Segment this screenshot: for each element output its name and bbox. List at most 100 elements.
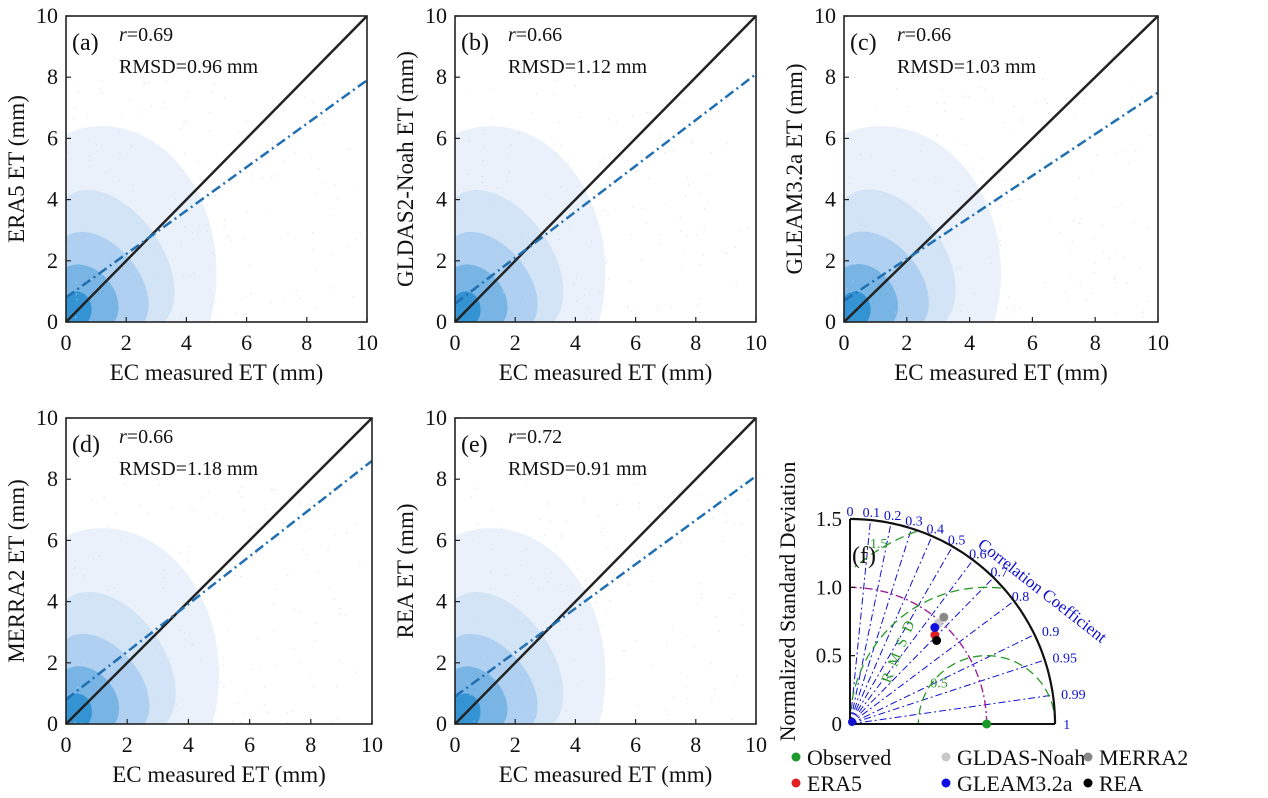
scatter-point <box>567 628 569 630</box>
scatter-point <box>1004 178 1006 180</box>
scatter-point <box>245 120 247 123</box>
scatter-point <box>334 184 336 186</box>
scatter-point <box>1092 271 1095 274</box>
scatter-point <box>483 129 485 131</box>
r-annotation: r=0.69 <box>119 24 173 46</box>
scatter-point <box>244 561 246 564</box>
scatter-point <box>734 246 737 249</box>
scatter-point <box>481 181 484 183</box>
scatter-point <box>649 580 652 583</box>
scatter-point <box>90 278 93 281</box>
scatter-point <box>613 156 616 158</box>
scatter-point <box>314 622 317 624</box>
scatter-point <box>684 194 686 197</box>
scatter-point <box>561 590 563 593</box>
correlation-tick-label: 0.3 <box>905 515 923 530</box>
scatter-point <box>615 120 617 123</box>
scatter-point <box>604 304 606 307</box>
scatter-point <box>1090 85 1093 88</box>
scatter-point <box>1114 275 1116 278</box>
scatter-point <box>594 601 597 604</box>
r-annotation: r=0.66 <box>119 426 173 448</box>
scatter-point <box>259 665 262 668</box>
scatter-point <box>1114 153 1116 155</box>
scatter-point <box>560 145 563 147</box>
scatter-point <box>158 484 160 486</box>
scatter-point <box>271 176 273 179</box>
scatter-point <box>490 88 492 91</box>
scatter-point <box>240 486 243 489</box>
scatter-point <box>549 198 551 200</box>
scatter-point <box>297 521 300 523</box>
scatter-point <box>523 717 526 719</box>
scatter-point <box>183 122 185 124</box>
scatter-point <box>694 123 696 125</box>
scatter-point <box>345 614 348 616</box>
scatter-point <box>230 239 232 241</box>
x-tick-label: 2 <box>901 330 912 355</box>
scatter-point <box>536 671 539 673</box>
x-axis-label: EC measured ET (mm) <box>894 360 1108 385</box>
scatter-point <box>1101 224 1104 226</box>
correlation-tick-label: 0.4 <box>927 523 945 538</box>
y-tick-label: 4 <box>825 187 836 212</box>
scatter-point <box>272 107 275 109</box>
x-tick-label: 10 <box>361 732 383 757</box>
scatter-point <box>487 624 489 626</box>
y-tick-label: 8 <box>47 64 58 89</box>
scatter-point <box>222 657 224 660</box>
scatter-point <box>78 598 80 601</box>
scatter-point <box>348 148 350 150</box>
scatter-point <box>130 145 132 148</box>
scatter-point <box>1148 300 1150 303</box>
scatter-point <box>157 702 159 704</box>
rmsd-axis-label: R M S D <box>879 617 919 686</box>
fit-line <box>843 91 1159 302</box>
scatter-point <box>1125 149 1128 151</box>
scatter-point <box>581 680 584 682</box>
scatter-point <box>1012 311 1015 313</box>
scatter-point <box>954 138 956 141</box>
scatter-point <box>726 521 728 523</box>
correlation-tick-label: 1 <box>1063 718 1070 733</box>
scatter-point <box>1034 101 1037 103</box>
scatter-point <box>162 586 164 589</box>
scatter-point <box>525 548 527 550</box>
scatter-point <box>1000 193 1002 195</box>
plot-frame <box>843 15 1159 323</box>
scatter-point <box>1135 150 1137 152</box>
scatter-point <box>630 563 632 566</box>
x-tick-label: 6 <box>1027 330 1038 355</box>
scatter-point <box>183 225 185 228</box>
x-axis-label: EC measured ET (mm) <box>112 762 326 787</box>
scatter-point <box>1010 199 1012 202</box>
scatter-point <box>295 289 297 292</box>
scatter-point <box>332 287 334 289</box>
scatter-point <box>739 228 741 231</box>
scatter-point <box>129 245 131 247</box>
scatter-point <box>1019 306 1022 308</box>
scatter-point <box>227 628 229 630</box>
r-value: =0.69 <box>127 24 173 46</box>
scatter-point <box>658 233 660 236</box>
r-symbol: r <box>897 24 905 46</box>
scatter-point <box>270 489 273 491</box>
scatter-point <box>197 161 199 163</box>
scatter-point <box>591 240 593 242</box>
scatter-point <box>691 141 694 143</box>
scatter-point <box>215 578 218 581</box>
scatter-point <box>652 664 654 666</box>
x-tick-label: 6 <box>241 330 252 355</box>
scatter-point <box>492 206 494 208</box>
scatter-point <box>631 234 633 236</box>
scatter-point <box>73 567 76 570</box>
scatter-point <box>645 222 647 224</box>
x-tick-label: 6 <box>630 330 641 355</box>
scatter-point <box>494 648 496 650</box>
scatter-point <box>1142 315 1144 318</box>
scatter-point <box>516 703 519 706</box>
scatter-point <box>959 266 961 268</box>
rmsd-arc <box>849 586 1002 725</box>
scatter-point <box>679 230 682 232</box>
scatter-point <box>700 583 702 585</box>
